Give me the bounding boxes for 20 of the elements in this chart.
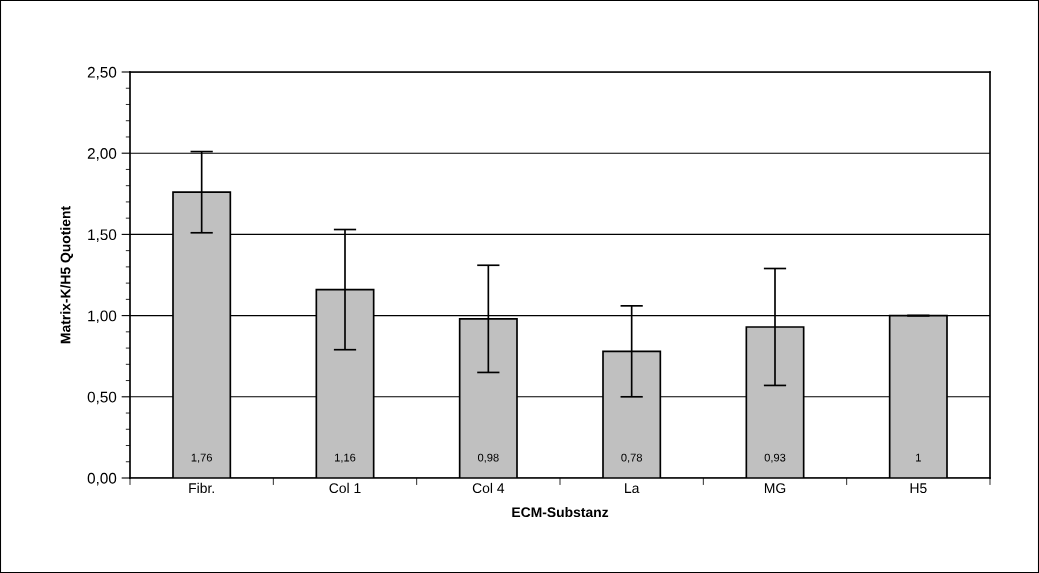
data-label: 1 bbox=[916, 453, 921, 462]
x-tick-label: H5 bbox=[910, 483, 927, 494]
data-label: 1,16 bbox=[335, 453, 356, 463]
data-label: 0,93 bbox=[764, 453, 786, 463]
y-tick-label: 1,50 bbox=[88, 229, 117, 242]
x-axis-title: ECM-Substanz bbox=[512, 506, 609, 518]
y-tick-label: 0,50 bbox=[87, 391, 117, 405]
y-tick-label: 2,00 bbox=[87, 148, 117, 161]
data-label: 0,78 bbox=[621, 453, 642, 463]
data-label: 0,98 bbox=[477, 453, 499, 463]
y-tick-label: 2,50 bbox=[87, 66, 117, 80]
x-tick-label: Col 1 bbox=[329, 482, 361, 494]
data-label: 1,76 bbox=[191, 453, 212, 463]
y-tick-label: 0,00 bbox=[87, 472, 117, 486]
x-tick-label: MG bbox=[764, 483, 786, 494]
x-tick-label: Col 4 bbox=[472, 482, 505, 494]
y-tick-label: 1,00 bbox=[88, 310, 117, 324]
x-tick-label: Fibr. bbox=[189, 482, 214, 494]
x-tick-label: La bbox=[625, 483, 640, 494]
y-axis-title: Matrix-K/H5 Quotient bbox=[60, 206, 74, 344]
